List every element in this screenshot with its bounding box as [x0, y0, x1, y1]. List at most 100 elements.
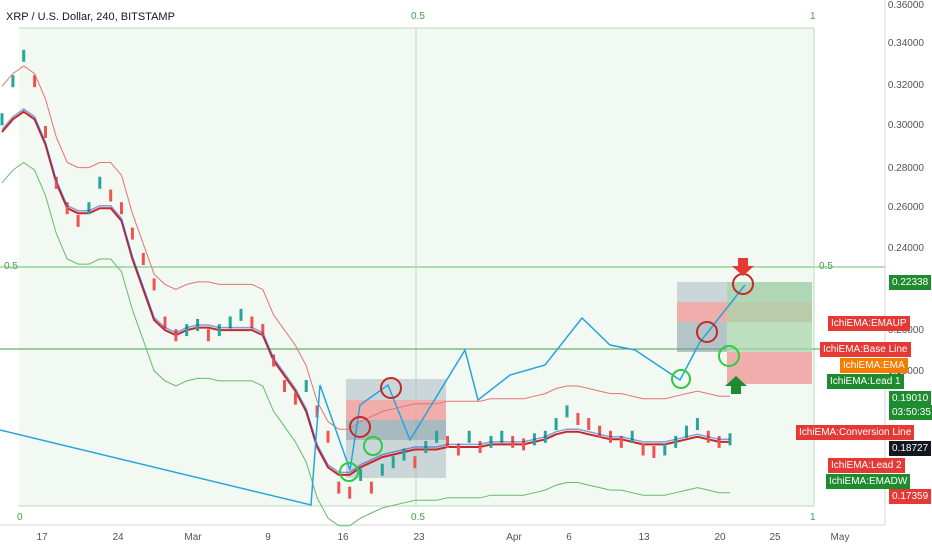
candle — [33, 75, 37, 88]
candle — [315, 405, 319, 418]
fib-label-bottom-left: 0 — [17, 512, 23, 523]
candle — [98, 176, 102, 189]
ema-down-line — [1, 161, 730, 527]
x-tick: 23 — [413, 532, 425, 543]
candle — [65, 202, 69, 215]
candle — [44, 126, 47, 138]
candle — [11, 75, 15, 88]
x-tick: 6 — [566, 532, 572, 543]
candle — [619, 435, 623, 448]
price-label-conversion: 0.18727 — [889, 441, 932, 456]
candle — [630, 430, 634, 443]
candle — [413, 456, 417, 469]
candle — [478, 441, 482, 453]
high-marker — [696, 321, 718, 343]
candle — [435, 430, 439, 443]
trade-box — [346, 400, 446, 420]
candle — [391, 456, 395, 469]
x-tick: May — [830, 532, 850, 543]
candle — [141, 253, 145, 265]
fib-label-top-mid: 0.5 — [411, 11, 425, 22]
candle — [565, 405, 569, 418]
candle — [380, 463, 384, 476]
candle — [402, 448, 406, 461]
indicator-label-base-line: IchiEMA:Base Line — [820, 342, 911, 357]
candle — [326, 430, 330, 443]
fib-label-mid-left: 0.5 — [4, 261, 18, 272]
trade-box — [346, 420, 446, 440]
candle — [54, 176, 58, 189]
sell-arrow-icon — [732, 258, 754, 276]
x-tick: 16 — [337, 532, 349, 543]
indicator-label-ema: IchiEMA:EMA — [840, 358, 908, 373]
candle — [337, 481, 341, 494]
candle — [674, 435, 678, 448]
candle — [359, 468, 363, 481]
indicator-label-conversion-line: IchiEMA:Conversion Line — [796, 425, 915, 440]
x-tick: 24 — [112, 532, 124, 543]
candle — [348, 486, 352, 499]
y-tick: 0.30000 — [887, 120, 924, 131]
candle — [163, 316, 167, 329]
candle — [369, 481, 373, 494]
indicator-label-lead-1: IchiEMA:Lead 1 — [827, 374, 904, 389]
candle — [695, 418, 699, 431]
x-tick: 20 — [714, 532, 726, 543]
candle — [228, 316, 232, 329]
x-tick: 25 — [769, 532, 781, 543]
y-tick: 0.34000 — [887, 38, 924, 49]
candle — [206, 329, 210, 342]
candle — [239, 308, 243, 321]
candle — [587, 418, 591, 431]
candle — [304, 380, 308, 392]
candle — [522, 438, 526, 451]
candle — [663, 443, 667, 456]
countdown-label: 03:50:35 — [889, 405, 932, 420]
candle — [250, 316, 254, 329]
fib-label-bottom-mid: 0.5 — [411, 512, 425, 523]
price-label-low: 0.17359 — [889, 489, 932, 504]
indicator-label-emadw: IchiEMA:EMADW — [826, 474, 911, 489]
buy-arrow-icon — [725, 376, 747, 394]
low-marker — [339, 462, 359, 482]
candle — [76, 214, 80, 227]
candle — [217, 324, 221, 337]
x-tick: Mar — [184, 532, 202, 543]
y-tick: 0.32000 — [887, 80, 924, 91]
y-tick: 0.26000 — [887, 202, 924, 213]
candle — [652, 446, 656, 458]
y-tick: 0.28000 — [887, 163, 924, 174]
candle — [272, 354, 276, 367]
candle — [130, 227, 134, 240]
candle — [293, 392, 297, 405]
low-marker — [718, 345, 740, 367]
indicator-label-emaup: IchiEMA:EMAUP — [828, 316, 910, 331]
price-label-last: 0.19010 — [889, 391, 932, 406]
candle — [446, 435, 449, 448]
high-marker — [380, 377, 402, 399]
candle — [456, 443, 460, 456]
high-marker — [349, 416, 371, 438]
price-label-current-target: 0.22338 — [889, 275, 932, 290]
candle — [174, 329, 178, 342]
trade-box — [677, 322, 727, 352]
candle — [120, 202, 123, 215]
chart-title: XRP / U.S. Dollar, 240, BITSTAMP — [6, 11, 175, 23]
candle — [598, 425, 602, 438]
ema-line — [1, 108, 730, 474]
x-tick: 13 — [638, 532, 650, 543]
candle — [261, 324, 265, 337]
x-tick: Apr — [506, 532, 522, 543]
candle — [185, 324, 189, 337]
candle — [87, 202, 91, 215]
candle — [22, 49, 26, 62]
trade-box — [727, 352, 812, 384]
candle — [554, 418, 558, 431]
fib-label-bottom-right: 1 — [810, 512, 816, 523]
candle — [283, 380, 286, 392]
candle — [0, 113, 4, 126]
candle — [576, 413, 580, 425]
x-tick: 17 — [36, 532, 48, 543]
